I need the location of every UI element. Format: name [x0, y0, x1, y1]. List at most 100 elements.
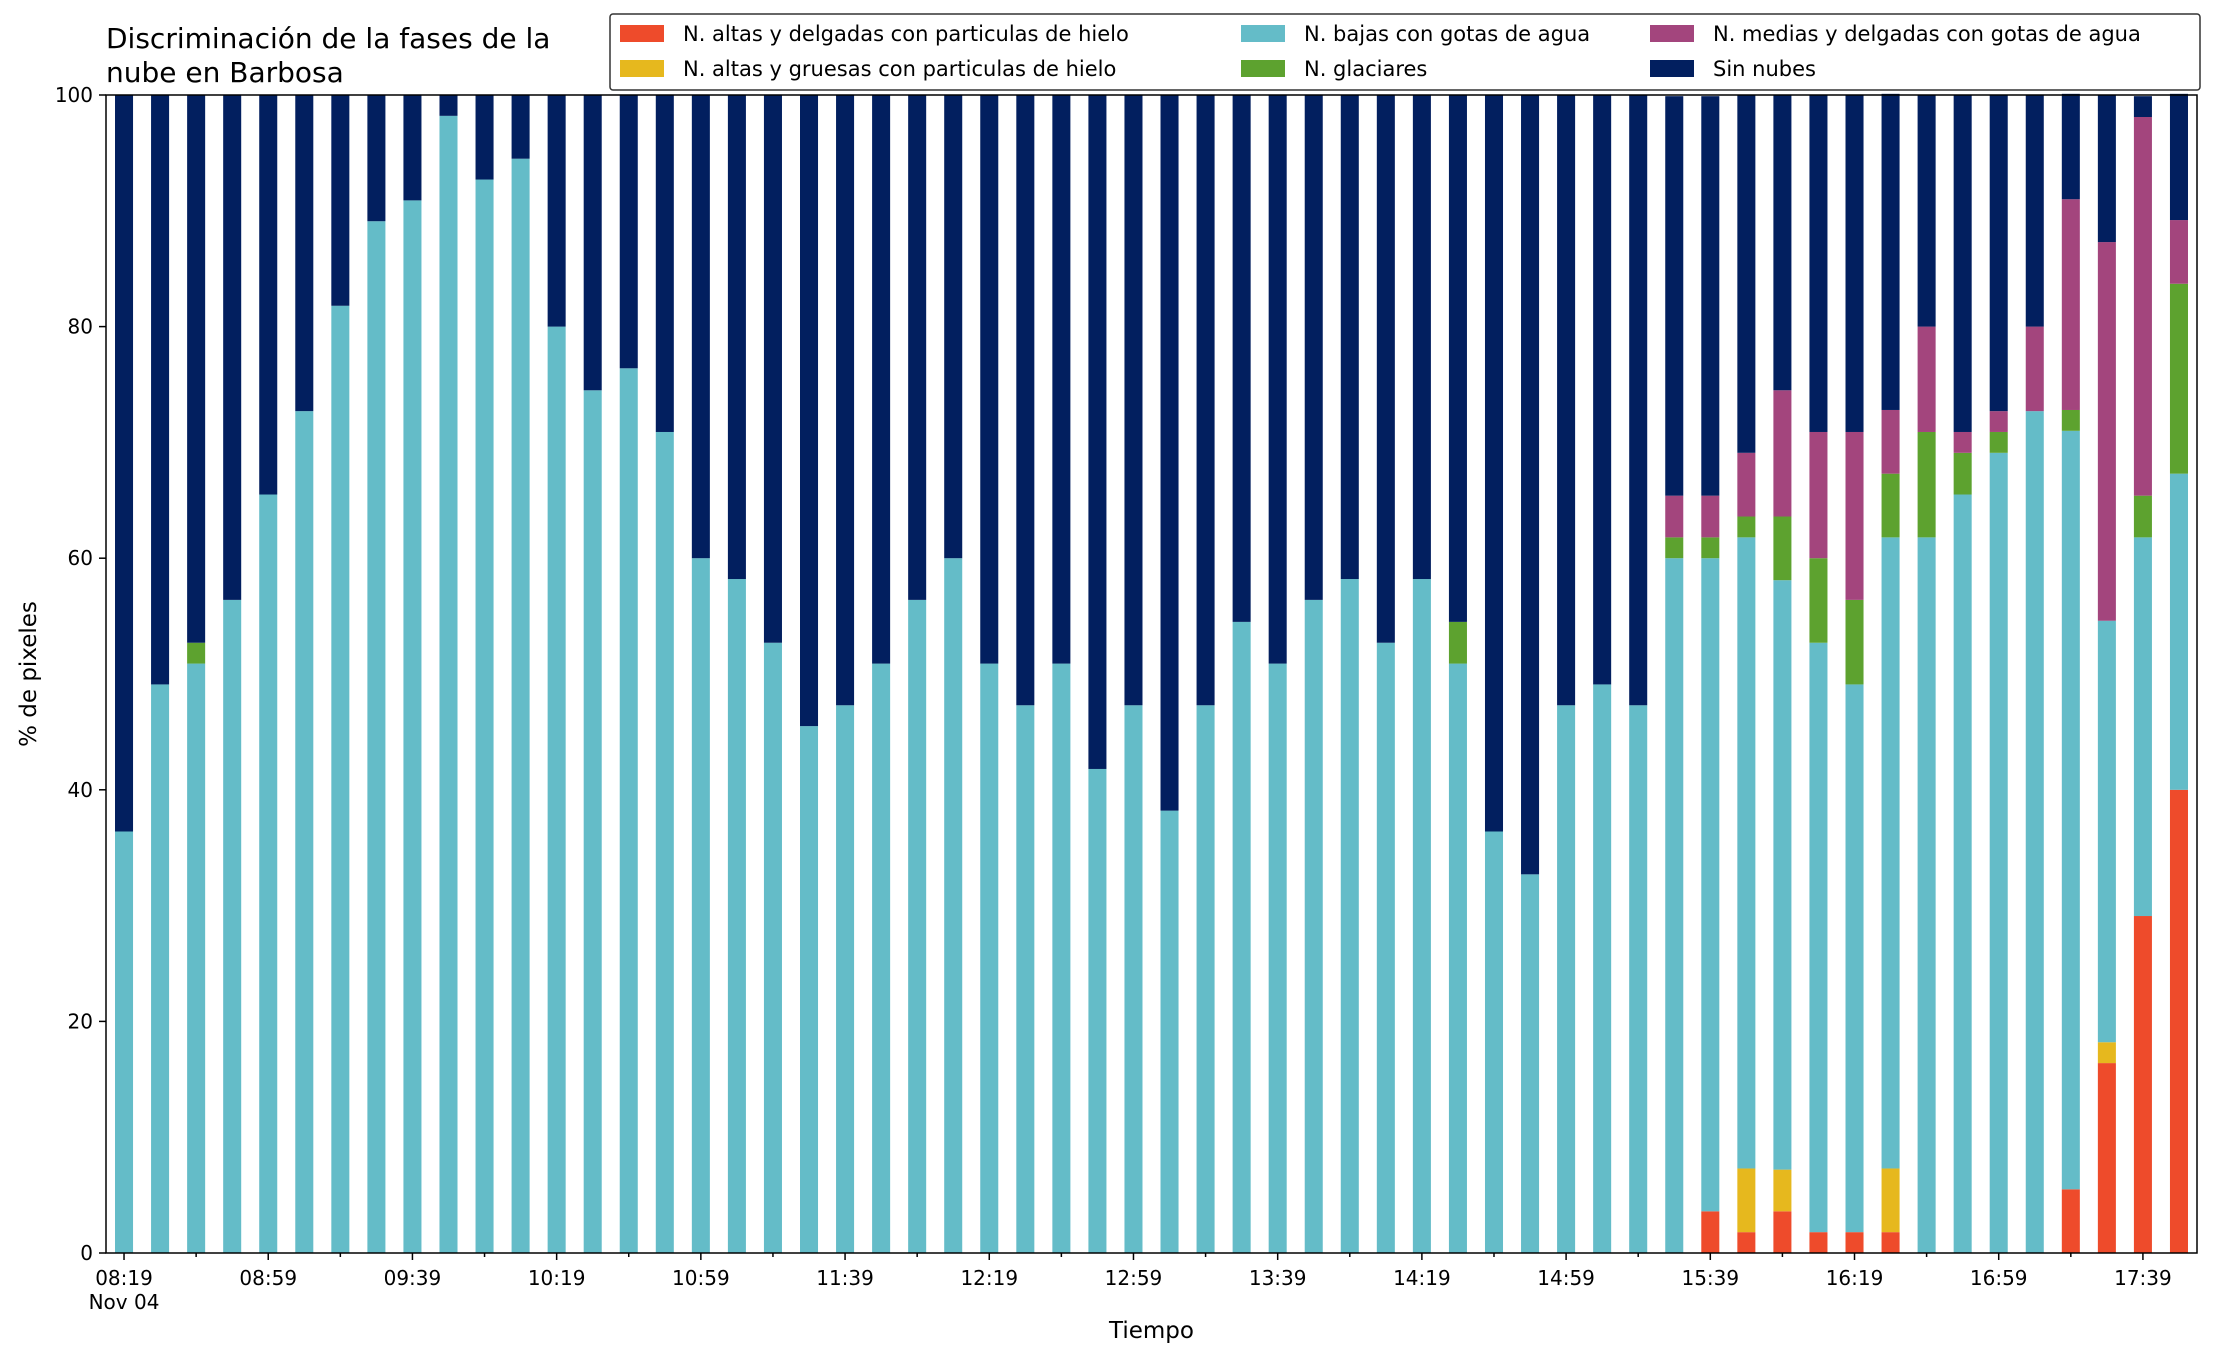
bar-segment-2-47 [1809, 642, 1828, 1233]
bar-segment-4-45 [1737, 452, 1756, 517]
bar-segment-3-2 [187, 642, 206, 664]
legend-label-2: N. bajas con gotas de agua [1304, 22, 1590, 46]
bar-segment-2-31 [1232, 621, 1251, 1253]
bar-segment-5-24 [980, 95, 999, 664]
bar-segment-2-38 [1484, 831, 1504, 1253]
bar-segment-0-54 [2061, 1189, 2080, 1253]
bar-segment-2-10 [475, 179, 494, 1253]
bar-segment-2-11 [511, 158, 530, 1254]
bar-segment-2-3 [223, 599, 242, 1253]
x-tick-label: 10:19 [528, 1266, 586, 1290]
bar-segment-5-54 [2061, 93, 2080, 200]
bar-segment-3-49 [1881, 473, 1900, 538]
bar-segment-2-29 [1160, 810, 1179, 1253]
bar-segment-2-0 [115, 831, 134, 1253]
bar-segment-4-49 [1881, 409, 1900, 474]
bar-segment-2-26 [1052, 663, 1071, 1253]
bar-segment-2-34 [1340, 579, 1359, 1253]
bar-segment-2-21 [872, 663, 891, 1253]
bar-segment-2-30 [1196, 705, 1215, 1253]
bar-segment-5-10 [475, 95, 494, 180]
bar-segment-5-12 [547, 95, 566, 327]
bar-segment-4-55 [2097, 242, 2116, 621]
x-tick-label: 10:59 [672, 1266, 730, 1290]
bar-segment-0-44 [1701, 1211, 1720, 1253]
bar-segment-3-50 [1917, 431, 1936, 538]
bar-segment-5-37 [1448, 95, 1467, 622]
bar-segment-2-35 [1376, 642, 1395, 1253]
x-tick-label: 14:19 [1393, 1266, 1451, 1290]
bar-segment-4-50 [1917, 326, 1936, 432]
bar-segment-5-15 [655, 95, 674, 432]
bar-segment-5-5 [295, 95, 314, 412]
bar-segment-3-37 [1448, 621, 1467, 664]
bar-segment-0-45 [1737, 1232, 1756, 1253]
bar-segment-5-52 [1989, 95, 2008, 412]
y-axis-label: % de pixeles [16, 601, 42, 747]
bar-segment-5-30 [1196, 95, 1215, 706]
bar-segment-5-20 [836, 95, 855, 706]
bar-segment-2-39 [1521, 874, 1540, 1253]
bar-segment-5-8 [403, 95, 422, 201]
bar-segment-5-41 [1593, 95, 1612, 685]
bar-segment-5-14 [619, 95, 638, 369]
bar-segment-2-43 [1665, 558, 1684, 1253]
bar-segment-2-20 [836, 705, 855, 1253]
bar-segment-1-46 [1773, 1169, 1792, 1212]
bar-segment-4-54 [2061, 199, 2080, 410]
bar-segment-2-42 [1629, 705, 1648, 1253]
bar-segment-5-13 [583, 95, 602, 391]
bar-segment-2-33 [1304, 599, 1323, 1253]
bar-segment-5-51 [1953, 95, 1972, 432]
bar-segment-5-21 [872, 95, 891, 664]
x-tick-label: 12:59 [1105, 1266, 1163, 1290]
bar-segment-5-50 [1917, 95, 1936, 327]
bar-segment-0-55 [2097, 1063, 2116, 1253]
bar-segment-2-18 [763, 642, 782, 1253]
bar-segment-2-36 [1412, 579, 1431, 1253]
bar-segment-2-52 [1989, 452, 2008, 1253]
bar-segment-4-46 [1773, 390, 1792, 517]
y-tick-label: 80 [68, 315, 93, 339]
bar-segment-5-4 [259, 95, 278, 495]
bar-segment-2-48 [1845, 684, 1864, 1233]
bar-segment-5-28 [1124, 95, 1143, 706]
bar-segment-3-44 [1701, 537, 1720, 559]
bar-segment-3-56 [2133, 495, 2152, 538]
bar-segment-5-36 [1412, 95, 1431, 580]
bar-segment-5-9 [439, 95, 458, 116]
bar-segment-5-44 [1701, 96, 1720, 496]
bar-segment-5-19 [800, 95, 819, 727]
bar-segment-5-34 [1340, 95, 1359, 580]
legend-swatch-4 [1650, 25, 1694, 42]
bar-segment-4-53 [2025, 326, 2044, 412]
bar-segment-5-46 [1773, 95, 1792, 391]
bar-segment-5-33 [1304, 95, 1323, 600]
x-tick-label: 08:19 [95, 1266, 153, 1290]
x-tick-label: 09:39 [384, 1266, 442, 1290]
bar-segment-5-22 [908, 95, 927, 600]
bar-segment-4-44 [1701, 495, 1720, 538]
bar-segment-3-43 [1665, 537, 1684, 559]
bar-segment-3-57 [2169, 283, 2188, 474]
bar-segment-2-24 [980, 663, 999, 1253]
chart-title-line-2: nube en Barbosa [106, 56, 344, 89]
bar-segment-0-48 [1845, 1232, 1864, 1253]
bar-segment-5-27 [1088, 95, 1107, 769]
bar-segment-0-57 [2169, 789, 2188, 1253]
bar-segment-3-51 [1953, 452, 1972, 495]
bar-segment-2-14 [619, 368, 638, 1253]
legend-swatch-0 [620, 25, 664, 42]
x-tick-label: 17:39 [2114, 1266, 2172, 1290]
legend-label-5: Sin nubes [1713, 57, 1816, 81]
bar-segment-4-48 [1845, 431, 1864, 600]
bar-segment-1-45 [1737, 1168, 1756, 1233]
bar-segment-5-39 [1521, 95, 1540, 875]
legend-box [609, 13, 2201, 91]
bar-segment-2-41 [1593, 684, 1612, 1253]
legend-label-4: N. medias y delgadas con gotas de agua [1713, 22, 2141, 46]
y-tick-label: 60 [68, 546, 93, 570]
legend-label-3: N. glaciares [1304, 57, 1427, 81]
legend-swatch-1 [620, 60, 664, 77]
